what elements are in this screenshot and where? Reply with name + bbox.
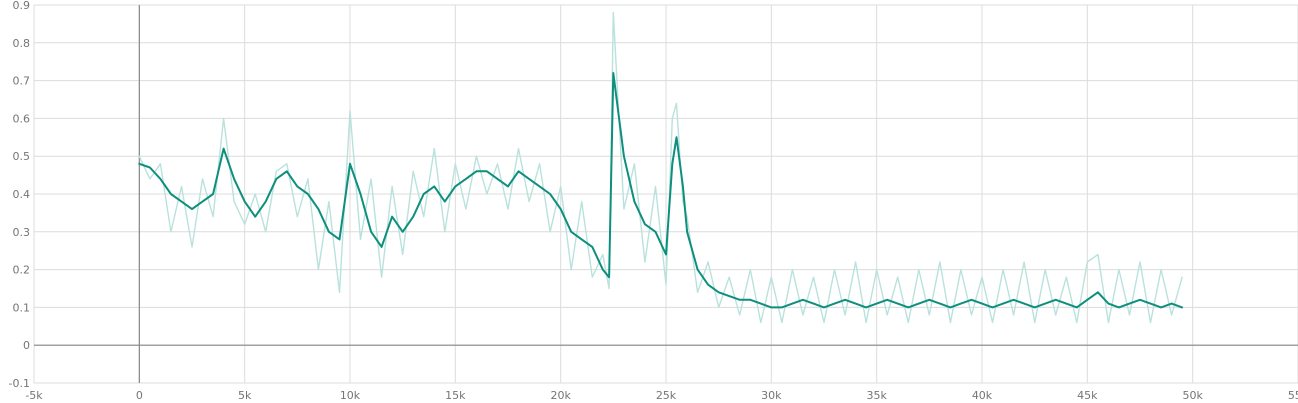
x-tick-label: 30k	[761, 389, 782, 402]
y-tick-label: 0.4	[13, 188, 31, 201]
x-tick-label: 35k	[866, 389, 887, 402]
series-layer	[138, 11, 1184, 324]
x-tick-label: 25k	[656, 389, 677, 402]
x-tick-label: 15k	[445, 389, 466, 402]
axis-layer	[34, 5, 1298, 383]
x-tick-label: -5k	[25, 389, 43, 402]
y-tick-label: 0.3	[13, 226, 31, 239]
grid-layer	[33, 4, 1298, 384]
x-tick-label: 55k	[1288, 389, 1298, 402]
x-tick-label: 20k	[550, 389, 571, 402]
y-tick-label: 0.2	[13, 264, 31, 277]
x-tick-label: 0	[136, 389, 143, 402]
series-line-smoothed	[138, 72, 1184, 309]
tick-layer: -0.1 0 0.1 0.2 0.3 0.4 0.5 0.6 0.7 0.8 0.9 -5k 0 5k 10…	[9, 0, 1298, 402]
y-tick-label: 0.7	[13, 75, 31, 88]
y-tick-label: 0.9	[13, 0, 31, 12]
x-tick-label: 10k	[340, 389, 361, 402]
series-line-raw	[138, 11, 1183, 324]
y-tick-label: 0.1	[13, 301, 31, 314]
x-tick-label: 50k	[1182, 389, 1203, 402]
y-tick-label: 0.5	[13, 150, 31, 163]
y-tick-label: 0.8	[13, 37, 31, 50]
x-tick-label: 45k	[1077, 389, 1098, 402]
y-tick-label: 0	[23, 339, 30, 352]
x-tick-label: 5k	[238, 389, 252, 402]
x-tick-label: 40k	[972, 389, 993, 402]
y-tick-label: -0.1	[9, 377, 30, 390]
y-tick-label: 0.6	[13, 112, 31, 125]
